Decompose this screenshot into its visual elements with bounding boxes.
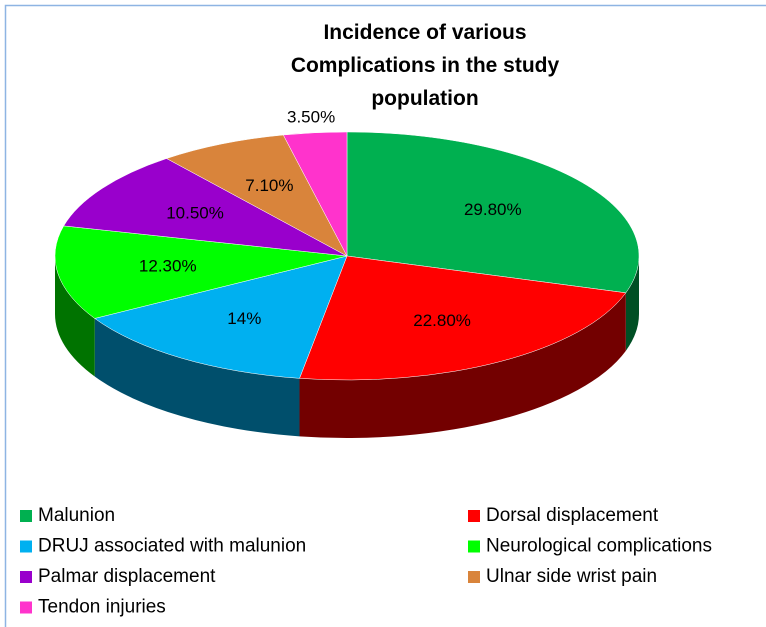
slice-side (299, 292, 626, 438)
slice-side (625, 256, 639, 351)
legend-label: DRUJ associated with malunion (38, 536, 306, 557)
legend-label: Neurological complications (486, 536, 712, 557)
data-label: 10.50% (166, 204, 224, 223)
slice (54, 225, 348, 319)
slice (165, 134, 348, 257)
legend-label: Ulnar side wrist pain (486, 566, 657, 587)
slice (63, 158, 348, 257)
slice (299, 255, 627, 381)
legend-label: Malunion (38, 505, 115, 526)
data-label: 22.80% (413, 311, 471, 330)
slice (346, 131, 640, 294)
legend-swatch (20, 571, 32, 583)
legend-swatch (20, 601, 32, 614)
legend-swatch (20, 510, 32, 522)
slice-side (55, 256, 95, 377)
legend-swatch (20, 540, 32, 553)
data-label: 3.50% (287, 107, 335, 126)
legend-label: Dorsal displacement (486, 505, 659, 526)
legend-label: Tendon injuries (38, 597, 166, 618)
data-label: 12.30% (139, 256, 197, 275)
chart-title: Incidence of various Complications in th… (290, 21, 560, 110)
legend-label: Palmar displacement (38, 566, 216, 587)
legend-swatch (468, 571, 480, 583)
slice (282, 131, 348, 257)
slice-side (94, 318, 300, 437)
data-label: 29.80% (464, 200, 522, 219)
data-label: 7.10% (245, 176, 293, 195)
slice (94, 255, 348, 379)
chart-border (4, 4, 766, 627)
data-label: 14% (227, 309, 261, 328)
legend-swatch (468, 510, 480, 522)
legend-swatch (468, 540, 480, 553)
